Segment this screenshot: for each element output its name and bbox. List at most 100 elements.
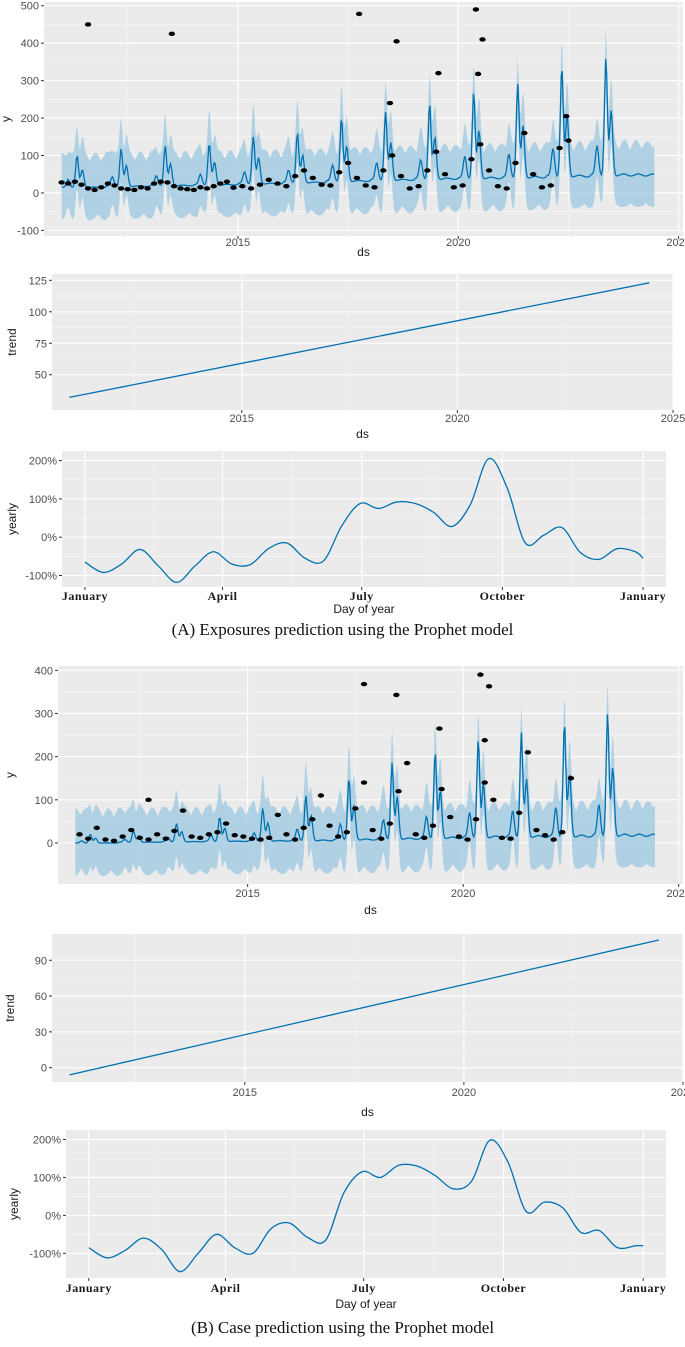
x-tick-label: October bbox=[480, 589, 526, 603]
observed-point bbox=[512, 160, 519, 166]
y-tick-label: 400 bbox=[21, 38, 39, 50]
caption-b: (B) Case prediction using the Prophet mo… bbox=[190, 1318, 495, 1337]
observed-point bbox=[386, 100, 394, 106]
observed-point bbox=[230, 185, 237, 190]
trend-line bbox=[69, 939, 660, 1076]
y-tick-label: 0 bbox=[41, 1063, 47, 1075]
observed-point bbox=[266, 835, 273, 841]
plot-background bbox=[62, 451, 666, 587]
y-tick-label: -100% bbox=[25, 571, 57, 583]
y-tick-label: 75 bbox=[35, 338, 47, 350]
observed-point bbox=[162, 836, 169, 841]
observed-point bbox=[538, 185, 546, 190]
y-tick-label: 300 bbox=[21, 76, 39, 88]
observed-point bbox=[137, 185, 145, 190]
observed-point bbox=[256, 182, 264, 187]
observed-point bbox=[184, 187, 191, 192]
observed-point bbox=[205, 832, 213, 837]
y-tick-label: 100 bbox=[35, 795, 53, 807]
y-tick-label: 125 bbox=[29, 275, 47, 287]
x-tick-label: 2015 bbox=[233, 1087, 257, 1099]
observed-point bbox=[424, 168, 431, 173]
observed-point bbox=[490, 797, 497, 803]
observed-point bbox=[362, 183, 369, 188]
x-tick-label: 2025 bbox=[661, 413, 685, 425]
y-tick-label: 400 bbox=[35, 665, 53, 677]
observed-point bbox=[136, 835, 144, 841]
x-tick-label: 2025 bbox=[666, 237, 685, 249]
x-tick-label: January bbox=[620, 1281, 666, 1295]
observed-point bbox=[429, 823, 437, 828]
observed-point bbox=[533, 827, 540, 833]
cases-trend-chart: 0 30 60 90 2015 2020 2025 ds trend bbox=[3, 934, 685, 1119]
observed-point bbox=[494, 184, 502, 189]
observed-point bbox=[380, 168, 387, 173]
observed-point bbox=[353, 175, 361, 181]
y-tick-label: 50 bbox=[35, 370, 47, 382]
y-tick-label: 90 bbox=[35, 955, 47, 967]
observed-point bbox=[406, 186, 413, 191]
observed-point bbox=[317, 793, 325, 798]
plot-background bbox=[52, 274, 673, 410]
observed-point bbox=[102, 837, 109, 842]
observed-point bbox=[371, 185, 378, 190]
forecast-line bbox=[61, 59, 655, 189]
observed-point bbox=[231, 833, 238, 838]
observed-point bbox=[415, 184, 422, 189]
observed-point bbox=[318, 182, 325, 187]
y-tick-label: 0 bbox=[33, 188, 39, 200]
x-tick-label: January bbox=[62, 589, 108, 603]
observed-point bbox=[76, 832, 83, 837]
observed-point bbox=[450, 185, 458, 190]
observed-point bbox=[111, 183, 118, 188]
observed-point bbox=[128, 827, 135, 833]
observed-point bbox=[110, 838, 118, 844]
x-tick-label: October bbox=[481, 1281, 527, 1295]
observed-point bbox=[344, 160, 352, 166]
x-tick-label: 2025 bbox=[666, 888, 685, 900]
y-tick-label: -100 bbox=[17, 225, 39, 237]
observed-point bbox=[274, 812, 282, 818]
plot-area bbox=[88, 1139, 644, 1273]
observed-point bbox=[459, 183, 466, 188]
yearly-line bbox=[88, 1139, 644, 1273]
y-tick-label: 0 bbox=[47, 838, 53, 850]
plot-area bbox=[58, 7, 655, 221]
x-axis-title: Day of year bbox=[335, 1297, 396, 1311]
observed-point bbox=[117, 186, 125, 191]
observed-point bbox=[309, 175, 317, 181]
observed-point bbox=[300, 825, 307, 831]
plot-area bbox=[69, 282, 650, 399]
y-axis-title: yearly bbox=[7, 1188, 21, 1220]
observed-point bbox=[563, 113, 570, 119]
x-tick-label: January bbox=[66, 1281, 112, 1295]
observed-point bbox=[529, 172, 537, 177]
observed-point bbox=[477, 672, 484, 677]
observed-point bbox=[360, 681, 368, 687]
observed-point bbox=[239, 184, 246, 189]
observed-point bbox=[84, 836, 92, 841]
observed-point bbox=[524, 750, 532, 755]
observed-point bbox=[257, 837, 264, 842]
observed-point bbox=[104, 181, 112, 186]
observed-point bbox=[472, 817, 480, 822]
yearly-line bbox=[84, 457, 644, 584]
observed-point bbox=[188, 834, 195, 839]
observed-point bbox=[447, 814, 454, 820]
observed-point bbox=[393, 692, 400, 698]
observed-point bbox=[65, 181, 72, 186]
y-tick-label: 0% bbox=[45, 1210, 61, 1222]
y-tick-label: 100 bbox=[29, 307, 47, 319]
observed-point bbox=[300, 168, 308, 173]
observed-point bbox=[283, 832, 290, 837]
y-tick-label: 300 bbox=[35, 708, 53, 720]
observed-point bbox=[248, 836, 256, 841]
observed-point bbox=[556, 145, 563, 151]
observed-point bbox=[433, 149, 440, 154]
x-axis-title: ds bbox=[357, 245, 370, 259]
y-tick-label: 0% bbox=[41, 532, 57, 544]
observed-point bbox=[170, 184, 178, 189]
observed-point bbox=[247, 186, 255, 191]
observed-point bbox=[477, 142, 484, 147]
observed-point bbox=[343, 829, 350, 835]
